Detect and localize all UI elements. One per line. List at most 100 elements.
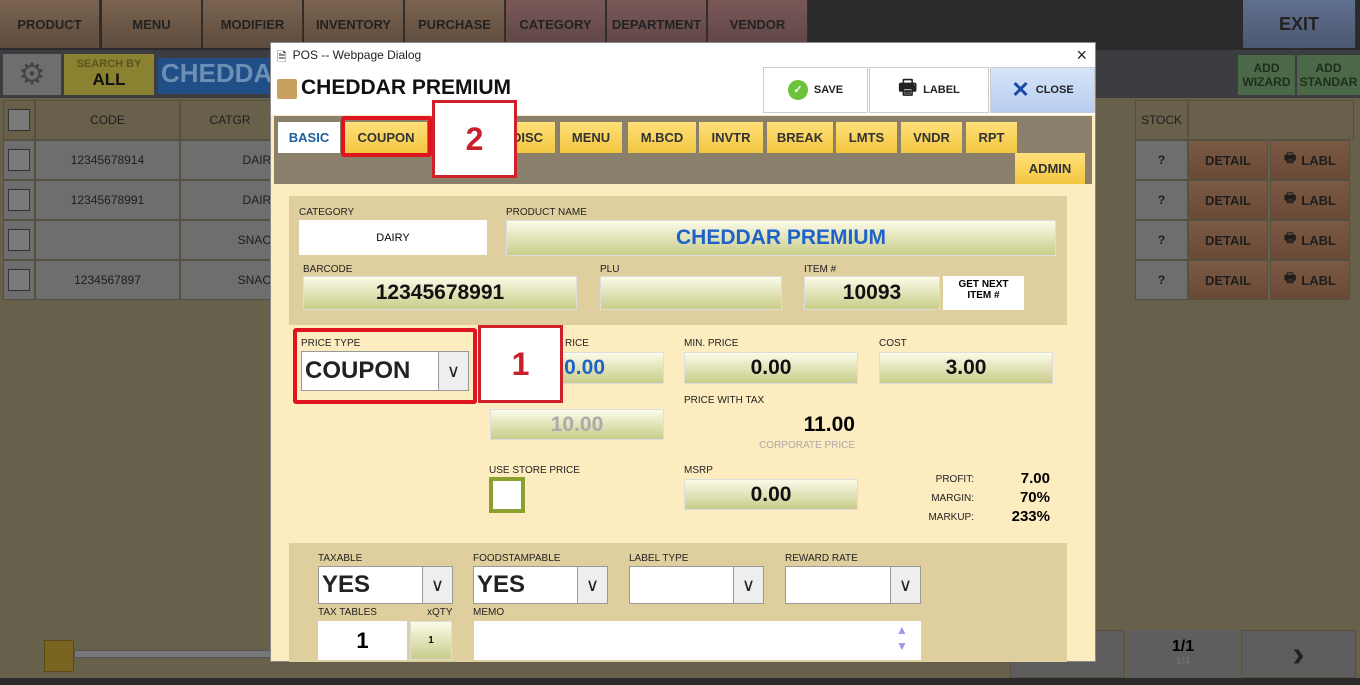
tab-invtr[interactable]: INVTR [699,122,763,153]
item-number-field[interactable]: 10093 [804,276,940,310]
row-checkbox[interactable] [8,189,30,211]
next-page-button[interactable]: › [1241,630,1356,678]
xqty-button[interactable]: 1 [410,621,452,660]
tab-coupon[interactable]: COUPON [345,122,427,153]
category-field[interactable]: DAIRY [299,220,487,255]
tab-break[interactable]: BREAK [767,122,833,153]
cost-field[interactable]: 3.00 [879,352,1053,384]
label-type-select[interactable]: ∨ [629,566,764,604]
tax-tables-label: TAX TABLES [318,607,377,618]
store-price-field[interactable]: 10.00 [490,409,664,440]
item-label: ITEM # [804,264,837,275]
header-code[interactable]: CODE [35,100,180,140]
reward-rate-select[interactable]: ∨ [785,566,921,604]
chevron-down-icon: ∨ [733,567,763,603]
use-store-price-checkbox[interactable] [489,477,525,513]
profit-label: PROFIT: [935,474,974,485]
row-checkbox[interactable] [8,229,30,251]
row-stock: ? [1135,260,1188,300]
category-label: CATEGORY [299,207,355,218]
add-standard-button[interactable]: ADD STANDAR [1297,55,1360,95]
label-type-label: LABEL TYPE [629,553,689,564]
barcode-field[interactable]: 12345678991 [303,276,577,310]
nav-department[interactable]: DEPARTMENT [607,0,707,48]
detail-button[interactable]: DETAIL [1188,260,1268,300]
memo-textarea[interactable] [474,621,921,660]
label-button[interactable]: 🖶 LABEL [869,67,989,113]
add-wizard-button[interactable]: ADD WIZARD [1238,55,1295,95]
get-next-item-button[interactable]: GET NEXT ITEM # [943,276,1024,310]
msrp-label: MSRP [684,465,713,476]
product-name-field[interactable]: CHEDDAR PREMIUM [506,220,1056,256]
reward-rate-label: REWARD RATE [785,553,858,564]
markup-label: MARKUP: [928,512,974,523]
detail-button[interactable]: DETAIL [1188,140,1268,180]
chevron-down-icon: ∨ [422,567,452,603]
tab-basic[interactable]: BASIC [278,122,340,153]
row-category: SNACK [180,260,280,300]
nav-vendor[interactable]: VENDOR [708,0,808,48]
price-label: RICE [565,338,589,349]
search-by-value: ALL [92,70,126,89]
nav-product[interactable]: PRODUCT [0,0,100,48]
nav-category[interactable]: CATEGORY [506,0,606,48]
taxable-select[interactable]: YES ∨ [318,566,453,604]
price-type-select[interactable]: COUPON ∨ [301,351,469,391]
row-checkbox[interactable] [8,149,30,171]
product-name-label: PRODUCT NAME [506,207,587,218]
tab-menu[interactable]: MENU [560,122,622,153]
profit-value: 7.00 [1020,470,1050,487]
plu-label: PLU [600,264,620,275]
tab-mbcd[interactable]: M.BCD [628,122,696,153]
msrp-field[interactable]: 0.00 [684,479,858,510]
nav-inventory[interactable]: INVENTORY [304,0,404,48]
printer-icon: 🖶 [1284,150,1297,165]
detail-button[interactable]: DETAIL [1188,220,1268,260]
tab-vndr[interactable]: VNDR [901,122,962,153]
scroll-handle[interactable] [44,640,74,672]
close-window-icon[interactable]: × [1076,45,1087,65]
x-icon: ✕ [1011,77,1030,102]
tax-tables-field[interactable]: 1 [318,621,407,660]
check-icon: ✓ [787,80,808,100]
detail-button[interactable]: DETAIL [1188,180,1268,220]
header-category[interactable]: CATGR [180,100,280,140]
corporate-price-label: CORPORATE PRICE [759,440,855,451]
annotation-1: 1 [478,325,563,403]
close-button[interactable]: ✕ CLOSE [990,67,1095,113]
search-by-button[interactable]: SEARCH BY ALL [64,54,154,95]
scroll-track[interactable] [74,650,274,658]
nav-modifier[interactable]: MODIFIER [203,0,303,48]
printer-icon: 🖶 [1284,230,1297,245]
row-category: SNACK [180,220,280,260]
foodstamp-select[interactable]: YES ∨ [473,566,608,604]
printer-icon: 🖶 [898,77,918,99]
label-print-button[interactable]: 🖶 LABL [1270,220,1350,260]
label-print-button[interactable]: 🖶 LABL [1270,180,1350,220]
min-price-field[interactable]: 0.00 [684,352,858,384]
select-all-checkbox[interactable] [8,109,30,131]
save-button[interactable]: ✓ SAVE [763,67,868,113]
coupon-tab-highlight [341,116,432,157]
tab-lmts[interactable]: LMTS [836,122,897,153]
row-code [35,220,180,260]
price-type-label: PRICE TYPE [301,338,361,349]
nav-purchase[interactable]: PURCHASE [405,0,505,48]
barcode-label: BARCODE [303,264,353,275]
row-code: 12345678914 [35,140,180,180]
plu-field[interactable] [600,276,782,310]
header-stock[interactable]: STOCK [1135,100,1188,140]
exit-button[interactable]: EXIT [1243,0,1356,48]
tab-rpt[interactable]: RPT [966,122,1017,153]
nav-menu[interactable]: MENU [102,0,202,48]
memo-scroll-arrows-icon[interactable]: ▲ ▼ [896,623,908,653]
tab-admin[interactable]: ADMIN [1015,153,1085,184]
row-checkbox[interactable] [8,269,30,291]
label-print-button[interactable]: 🖶 LABL [1270,260,1350,300]
cost-label: COST [879,338,907,349]
price-with-tax-value: 11.00 [803,413,855,436]
label-print-button[interactable]: 🖶 LABL [1270,140,1350,180]
printer-icon: 🖶 [1284,190,1297,205]
search-input[interactable]: CHEDDA [158,58,278,94]
gear-icon[interactable]: ⚙ [3,54,61,95]
